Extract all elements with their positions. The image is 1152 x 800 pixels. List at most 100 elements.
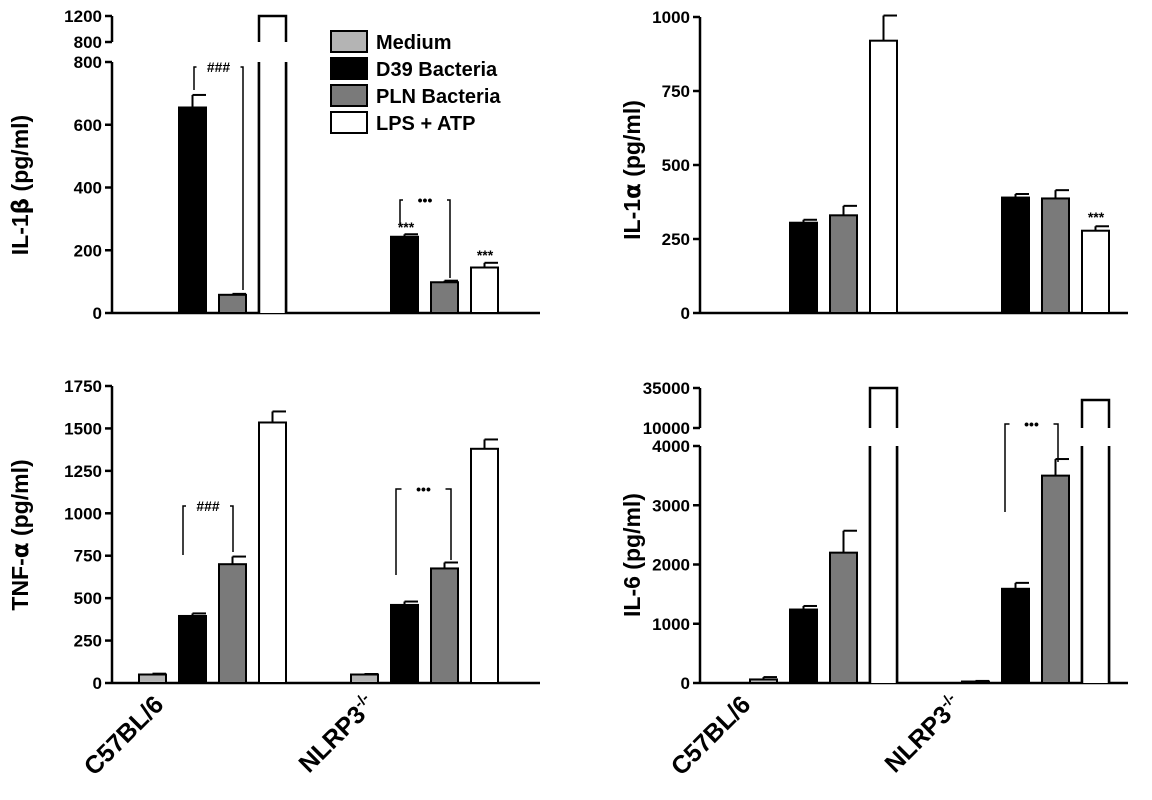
il1a-panel: 0 250 500 750 1000 IL-1α (pg/ml) ***: [619, 8, 1128, 323]
sig-dots-label: •••: [418, 192, 433, 208]
legend-swatch: [330, 30, 368, 53]
y-axis-title-greek: α: [620, 183, 646, 199]
sig-dots-label-bg: [1009, 415, 1054, 433]
y-tick-label: 0: [93, 674, 102, 693]
bar: [1001, 196, 1030, 314]
y-tick-label: 600: [74, 116, 102, 135]
y-tick-label: 250: [662, 230, 690, 249]
y-tick-label: 1750: [64, 377, 102, 396]
tnfa-panel: 0 250 500 750 1000 1250 1500 1750 TNF-α (pg/ml) C…: [7, 377, 540, 781]
y-tick-label: 1200: [64, 7, 102, 26]
bar: [1001, 587, 1030, 684]
bar: [218, 293, 247, 314]
x-category-text: NLRP3: [293, 700, 371, 778]
bar-broken-edge: [868, 446, 899, 683]
legend-label: LPS + ATP: [376, 113, 475, 135]
y-tick-label: 1500: [64, 419, 102, 438]
bar: [430, 567, 459, 685]
y-tick-label: 1000: [652, 8, 690, 27]
y-tick-label: 800: [74, 53, 102, 72]
x-category-label: C57BL/6: [666, 690, 757, 781]
legend-swatch: [330, 57, 368, 80]
y-tick-label: 0: [681, 674, 690, 693]
x-category-label: NLRP3-/-: [293, 690, 381, 778]
bar-broken-fill: [259, 62, 286, 313]
y-axis-title-part: (pg/ml): [7, 115, 33, 198]
sig-dots-label: •••: [1024, 416, 1039, 432]
y-axis-title: IL-1α (pg/ml): [619, 100, 646, 240]
y-tick-label: 4000: [652, 437, 690, 456]
bar: [178, 614, 207, 684]
y-axis-title-part: (pg/ml): [619, 100, 645, 183]
sig-hash-label-bg: [196, 58, 241, 76]
bar: [390, 603, 419, 685]
sig-star: ***: [477, 247, 494, 263]
y-tick-label: 500: [74, 589, 102, 608]
sig-dots-label-bg: [403, 191, 447, 209]
y-tick-label: 750: [74, 547, 102, 566]
bar: [829, 214, 858, 315]
y-axis-title-part: TNF-: [7, 558, 33, 610]
bar: [470, 266, 499, 315]
legend-swatch: [330, 84, 368, 107]
x-category-text: NLRP3: [879, 700, 957, 778]
y-axis-title-part: (pg/ml): [619, 493, 645, 576]
y-tick-label: 10000: [643, 419, 690, 438]
y-tick-label: 0: [681, 304, 690, 323]
y-tick-label: 500: [662, 156, 690, 175]
sig-hash-label: ###: [196, 498, 220, 514]
y-axis-title: TNF-α (pg/ml): [7, 459, 34, 610]
bar: [1041, 197, 1070, 314]
sig-dots-bracket: [395, 488, 452, 575]
y-tick-label: 400: [74, 179, 102, 198]
bar-broken-upper: [868, 386, 899, 428]
sig-hash-label-bg: [186, 497, 230, 515]
y-tick-label: 1250: [64, 462, 102, 481]
bar: [869, 39, 898, 315]
bar: [350, 673, 379, 684]
bar-broken-upper: [257, 14, 288, 42]
y-axis-title: IL-1β (pg/ml): [7, 115, 34, 255]
bar-broken-fill: [1082, 446, 1109, 683]
legend-label: D39 Bacteria: [376, 59, 498, 81]
y-tick-label: 800: [74, 33, 102, 52]
legend-label: PLN Bacteria: [376, 86, 501, 108]
bar: [430, 281, 459, 315]
y-tick-label: 200: [74, 241, 102, 260]
bar: [829, 551, 858, 685]
sig-dots-label: •••: [416, 481, 431, 497]
bar: [390, 235, 419, 314]
y-axis-title-greek: α: [8, 542, 34, 558]
bar: [138, 673, 167, 684]
bar: [1081, 229, 1110, 315]
bar-broken-edge: [257, 62, 288, 313]
y-tick-label: 3000: [652, 496, 690, 515]
y-tick-label: 35000: [643, 379, 690, 398]
y-axis-title-part: (pg/ml): [7, 459, 33, 542]
y-axis-title-part: IL-1: [7, 214, 33, 255]
x-category-label: NLRP3-/-: [879, 690, 967, 778]
y-axis-title-part: IL-6: [619, 576, 645, 617]
bar: [470, 447, 499, 684]
bar: [1041, 474, 1070, 684]
sig-dots-label-bg: [401, 480, 446, 498]
bar: [789, 608, 818, 685]
bar: [961, 680, 990, 684]
legend-label: Medium: [376, 32, 452, 54]
bar: [178, 106, 207, 315]
sig-star: ***: [1088, 209, 1105, 225]
bar: [749, 678, 778, 685]
y-tick-label: 250: [74, 632, 102, 651]
legend-swatch: [330, 111, 368, 134]
bar-broken-fill: [870, 446, 897, 683]
legend: Medium D39 Bacteria PLN Bacteria LPS + ATP: [330, 30, 501, 135]
bar-broken-edge: [1080, 446, 1111, 683]
x-category-label: C57BL/6: [79, 690, 170, 781]
y-axis-title: IL-6 (pg/ml): [619, 493, 645, 617]
bar: [258, 421, 287, 684]
y-tick-label: 0: [93, 304, 102, 323]
y-tick-label: 2000: [652, 556, 690, 575]
y-axis-title-greek: β: [8, 198, 34, 214]
